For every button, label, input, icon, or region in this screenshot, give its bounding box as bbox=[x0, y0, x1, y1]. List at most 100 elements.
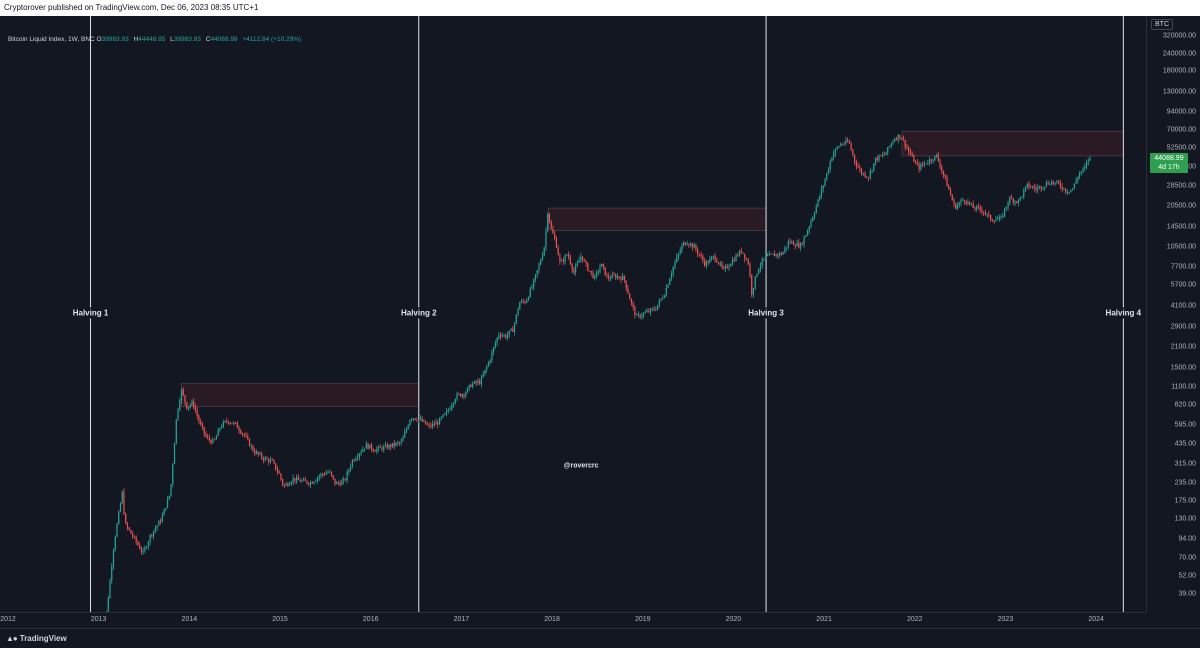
time-tick-label: 2020 bbox=[725, 616, 742, 623]
candle-body bbox=[991, 220, 993, 221]
price-tick-label: 130000.00 bbox=[1162, 88, 1196, 96]
candle-body bbox=[1016, 201, 1018, 203]
candle-body bbox=[524, 301, 526, 303]
candle-body bbox=[1073, 183, 1075, 189]
candle-body bbox=[956, 204, 959, 209]
candle-body bbox=[1028, 183, 1030, 188]
candle-body bbox=[543, 247, 545, 256]
candle-body bbox=[550, 221, 552, 229]
candle-body bbox=[841, 144, 844, 146]
candle-body bbox=[981, 209, 983, 212]
candle-body bbox=[779, 252, 781, 256]
candle-body bbox=[1087, 160, 1089, 163]
candle-body bbox=[219, 428, 221, 430]
candle-body bbox=[775, 254, 777, 257]
candle-body bbox=[649, 308, 652, 313]
price-tick-label: 2900.00 bbox=[1170, 323, 1196, 331]
candle-body bbox=[193, 401, 195, 408]
candle-body bbox=[273, 460, 275, 464]
candle-body bbox=[306, 480, 308, 484]
candle-body bbox=[690, 243, 692, 246]
candle-body bbox=[151, 534, 153, 536]
candle-body bbox=[423, 420, 425, 422]
candle-body bbox=[1017, 199, 1020, 203]
candle-body bbox=[165, 507, 167, 510]
candle-body bbox=[1051, 181, 1053, 185]
candle-body bbox=[922, 164, 924, 166]
candle-body bbox=[390, 444, 392, 447]
candle-body bbox=[177, 409, 179, 420]
candle-body bbox=[864, 173, 866, 177]
candle-body bbox=[772, 253, 774, 255]
candle-body bbox=[194, 407, 197, 411]
candle-body bbox=[222, 422, 224, 427]
candle-body bbox=[147, 541, 149, 548]
price-tick-label: 820.00 bbox=[1174, 401, 1196, 409]
candle-body bbox=[838, 146, 840, 148]
candle-body bbox=[625, 280, 627, 289]
candle-body bbox=[1080, 171, 1082, 174]
candle-body bbox=[684, 242, 687, 245]
candle-body bbox=[813, 213, 816, 218]
candle-body bbox=[212, 439, 214, 444]
candle-body bbox=[1030, 187, 1032, 189]
candle-body bbox=[1071, 188, 1074, 190]
candle-body bbox=[805, 235, 807, 238]
halving-label: Halving 4 bbox=[1104, 307, 1143, 319]
candle-body bbox=[506, 334, 509, 338]
candle-body bbox=[114, 536, 116, 550]
candle-body bbox=[465, 392, 467, 396]
time-tick-label: 2023 bbox=[997, 616, 1014, 623]
candle-body bbox=[175, 419, 177, 444]
candle-body bbox=[337, 482, 340, 484]
candle-body bbox=[1068, 191, 1070, 193]
candle-body bbox=[857, 165, 859, 168]
time-axis[interactable]: 2012 2013 2014 2015 2016 2017 2018 2019 2020 2021… bbox=[0, 612, 1146, 628]
candle-body bbox=[977, 206, 980, 208]
candle-body bbox=[920, 164, 922, 170]
candle-body bbox=[372, 449, 374, 451]
candle-body bbox=[315, 480, 317, 482]
candle-body bbox=[869, 171, 871, 178]
price-tick-label: 4100.00 bbox=[1170, 302, 1196, 310]
chart-plot-area[interactable]: Bitcoin Liquid Index, 1W, BNC O39983.93 … bbox=[0, 16, 1146, 612]
candle-body bbox=[594, 275, 596, 279]
candle-body bbox=[229, 423, 231, 424]
price-axis[interactable]: 320000.00 240000.00 180000.00 130000.00 9400… bbox=[1146, 16, 1200, 612]
candle-body bbox=[648, 310, 650, 313]
candle-body bbox=[663, 295, 666, 298]
candle-body bbox=[637, 314, 639, 316]
candle-body bbox=[904, 139, 906, 147]
candle-body bbox=[152, 530, 155, 536]
candle-body bbox=[984, 212, 987, 215]
candle-body bbox=[562, 260, 565, 262]
candle-body bbox=[383, 446, 385, 450]
candle-body bbox=[276, 469, 279, 472]
candle-body bbox=[200, 421, 202, 424]
candle-body bbox=[923, 163, 925, 165]
candle-body bbox=[765, 255, 767, 259]
candle-body bbox=[261, 453, 263, 458]
candle-body bbox=[247, 436, 249, 439]
candle-body bbox=[503, 335, 505, 336]
candle-body bbox=[894, 139, 896, 142]
candle-body bbox=[580, 256, 582, 261]
candle-body bbox=[698, 253, 701, 256]
candle-body bbox=[214, 439, 216, 441]
candle-body bbox=[484, 369, 486, 375]
candle-body bbox=[590, 270, 592, 273]
candle-body bbox=[325, 472, 327, 475]
candle-body bbox=[257, 451, 259, 455]
halving-label: Halving 1 bbox=[71, 307, 110, 319]
tradingview-logo-icon: ▲● bbox=[6, 634, 18, 643]
candle-body bbox=[1054, 182, 1056, 184]
candle-body bbox=[1037, 187, 1039, 190]
candle-body bbox=[519, 302, 521, 310]
candle-body bbox=[972, 203, 974, 208]
candle-body bbox=[1084, 166, 1086, 169]
candle-body bbox=[285, 483, 287, 486]
candle-body bbox=[833, 153, 835, 158]
tradingview-logo: ▲● TradingView bbox=[6, 634, 67, 643]
price-tick-label: 14500.00 bbox=[1166, 223, 1196, 231]
candle-body bbox=[409, 420, 411, 426]
